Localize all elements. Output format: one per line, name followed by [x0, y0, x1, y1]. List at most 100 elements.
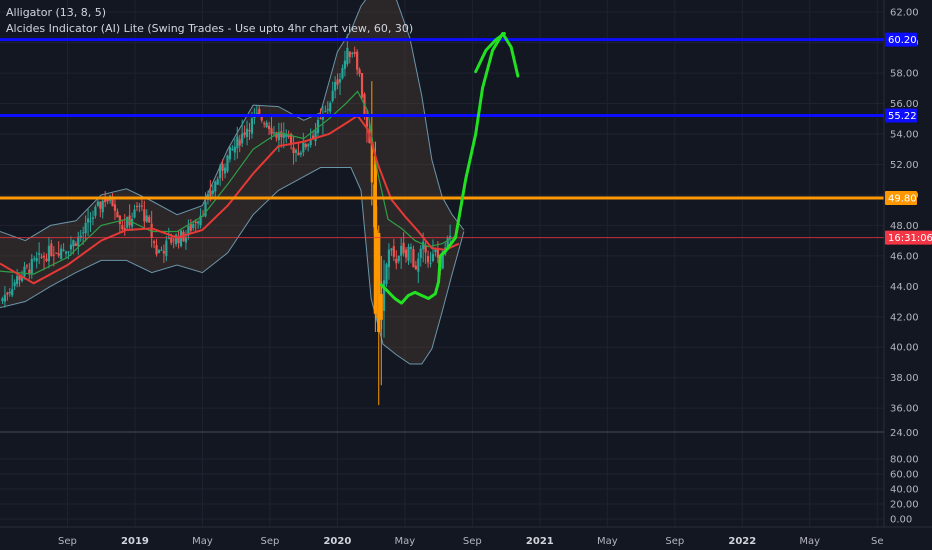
grid [0, 0, 884, 527]
candle-body [414, 265, 417, 270]
candle-body [221, 164, 224, 171]
x-tick-label: Sep [665, 536, 684, 547]
candle-body [299, 152, 302, 155]
candle-body [30, 258, 33, 275]
candle-body [434, 248, 437, 253]
candle-body [400, 245, 403, 256]
candle-body [409, 246, 413, 250]
candle-body [194, 221, 197, 224]
candle-body [45, 258, 48, 262]
candle-body [267, 125, 271, 130]
band-fill [0, 0, 464, 364]
candle-body [187, 226, 190, 236]
candle-body [277, 132, 280, 141]
legend-alligator[interactable]: Alligator (13, 8, 5) [6, 6, 107, 19]
current-price-label: 16:31:06 [888, 233, 932, 244]
candle-body [245, 128, 249, 138]
candle-body [160, 249, 163, 251]
candle-body [370, 141, 373, 183]
candle-body [419, 248, 422, 259]
candle-body [233, 146, 236, 153]
candle-body [38, 253, 41, 255]
candle-body [424, 245, 427, 253]
candle-body [248, 130, 251, 132]
candle-body [155, 245, 158, 255]
candle-body [96, 201, 99, 206]
candle-body [260, 116, 263, 121]
candle-body [94, 206, 97, 216]
candle-body [289, 133, 293, 145]
x-tick-label: May [799, 536, 820, 547]
candle-body [121, 225, 124, 230]
candle-body [179, 230, 183, 247]
candle-body [52, 254, 55, 256]
candle-body [111, 196, 114, 207]
candle-body [304, 143, 307, 148]
alligator-teeth-line [0, 114, 460, 285]
candle-body [373, 164, 377, 314]
candle-body [287, 135, 290, 138]
candle-body [140, 205, 143, 207]
level-badge-0 [885, 32, 917, 47]
candle-body [241, 133, 244, 144]
candle-body [346, 47, 349, 65]
y-tick-label: 36.00 [890, 404, 919, 415]
y-tick-label: 48.00 [890, 221, 919, 232]
candle-body [69, 244, 73, 250]
candle-body [353, 52, 356, 54]
candle-body [11, 289, 14, 296]
x-tick-label: Sep [58, 536, 77, 547]
candle-body [28, 269, 31, 274]
candle-body [113, 204, 117, 211]
candle-body [214, 181, 217, 192]
candle-body [231, 148, 234, 151]
candle-body [138, 205, 141, 207]
candle-body [250, 118, 254, 134]
candle-body [356, 51, 359, 70]
candle-body [157, 250, 161, 254]
legend-alcides-indicator[interactable]: Alcides Indicator (AI) Lite (Swing Trade… [6, 22, 414, 35]
candle-body [282, 133, 285, 138]
candle-body [265, 122, 268, 128]
candle-body [314, 130, 317, 142]
candle-body [326, 108, 329, 111]
candle-body [172, 239, 175, 241]
candle-body [123, 228, 126, 231]
indicator-legend: Alligator (13, 8, 5) Alcides Indicator (… [6, 5, 413, 37]
candle-body [209, 191, 212, 197]
lower-tick-label: 60.00 [890, 470, 919, 481]
candle-body [170, 237, 173, 243]
candle-body [297, 152, 300, 156]
candle-body [263, 123, 266, 125]
candle-body [316, 120, 320, 133]
candle-body [334, 81, 337, 91]
x-tick-label: Se [871, 536, 884, 547]
candle-body [6, 292, 9, 295]
candle-body [275, 132, 278, 138]
candle-body [82, 232, 85, 234]
candle-body [162, 251, 165, 254]
candle-body [33, 258, 36, 260]
candle-body [441, 251, 444, 269]
candle-body [216, 179, 219, 185]
candle-body [395, 258, 398, 264]
candle-body [387, 249, 391, 268]
candle-body [236, 136, 239, 149]
candle-body [338, 79, 342, 83]
x-tick-label: May [597, 536, 618, 547]
y-tick-label: 54.00 [890, 130, 919, 141]
candle-body [431, 253, 435, 261]
x-tick-label: 2020 [323, 536, 351, 547]
x-tick-label: Sep [260, 536, 279, 547]
candle-body [382, 280, 386, 311]
x-tick-label: 2021 [526, 536, 554, 547]
projection-hook [474, 32, 506, 74]
y-tick-label: 40.00 [890, 343, 919, 354]
candle-body [294, 149, 298, 153]
candle-body [23, 266, 26, 277]
candle-body [219, 165, 222, 179]
y-tick-label: 46.00 [890, 251, 919, 262]
candle-body [116, 211, 119, 218]
